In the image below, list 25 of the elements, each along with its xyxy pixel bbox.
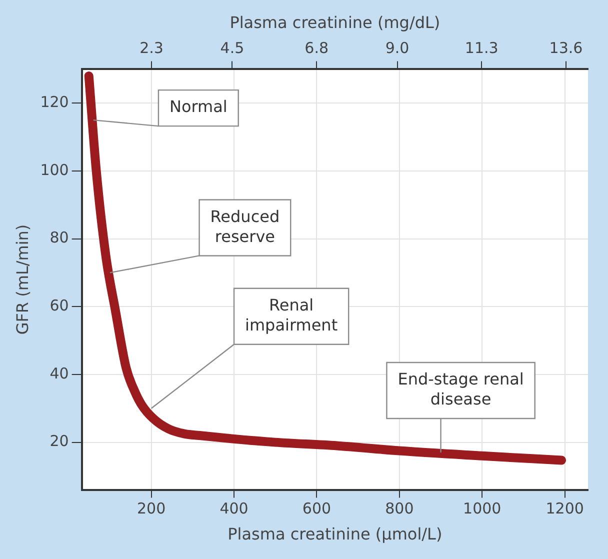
x2-axis-title: Plasma creatinine (mg/dL) (230, 12, 440, 32)
annotation: Renal impairment (245, 296, 338, 335)
x-tick-label: 600 (302, 500, 332, 518)
y-axis-title: GFR (mL/min) (12, 224, 32, 335)
y-tick-label: 40 (50, 364, 69, 382)
y-tick-label: 120 (40, 93, 69, 112)
x-tick-label: 1200 (546, 500, 584, 518)
x2-tick-label: 9.0 (385, 39, 410, 58)
x-tick-label: 1000 (463, 500, 502, 518)
y-tick-label: 80 (50, 228, 69, 247)
x2-tick-label: 6.8 (304, 39, 329, 58)
annotation: Normal (169, 97, 228, 116)
x-tick-label: 800 (385, 500, 414, 518)
x-tick-label: 200 (136, 500, 166, 518)
annotation: End-stage renal disease (398, 370, 524, 409)
x2-tick-label: 2.3 (140, 39, 164, 58)
annotation: Reduced reserve (210, 206, 280, 246)
x2-tick-label: 4.5 (220, 39, 244, 58)
y-tick-label: 20 (50, 432, 69, 450)
x2-tick-label: 11.3 (464, 39, 498, 58)
x-axis-title: Plasma creatinine (µmol/L) (228, 524, 442, 544)
x2-tick-label: 13.6 (549, 39, 583, 58)
y-tick-label: 100 (40, 160, 69, 179)
y-tick-label: 60 (50, 296, 69, 315)
x-tick-label: 400 (220, 500, 248, 518)
